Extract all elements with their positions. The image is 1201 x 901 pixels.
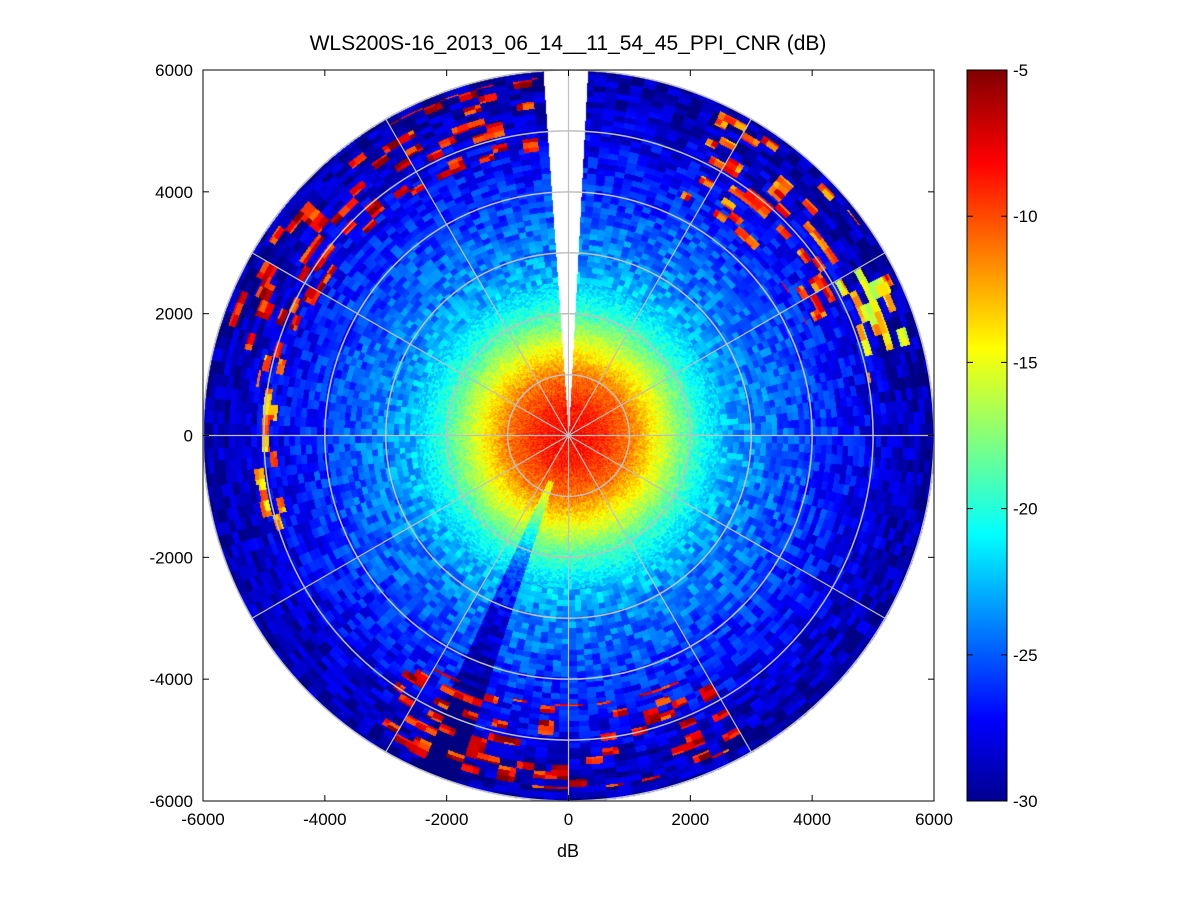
- azimuth-spoke: [567, 118, 752, 436]
- y-tick-label: 6000: [155, 61, 193, 80]
- colorbar-tick-label: -25: [1013, 646, 1038, 665]
- colorbar-tick-label: -10: [1013, 207, 1038, 226]
- x-axis: -6000 -4000 -2000 0 2000 4000 6000: [181, 70, 953, 829]
- y-axis: 6000 4000 2000 0 -2000 -4000 -6000: [150, 61, 934, 811]
- chart-title: WLS200S-16_2013_06_14__11_54_45_PPI_CNR …: [310, 32, 827, 55]
- azimuth-spoke: [251, 252, 569, 437]
- x-tick-label: -6000: [181, 810, 224, 829]
- colorbar-gradient: [966, 69, 1008, 802]
- azimuth-spoke: [567, 435, 752, 753]
- colorbar-tick-label: -30: [1013, 792, 1038, 811]
- y-tick-label: 0: [184, 427, 193, 446]
- x-tick-label: -2000: [425, 810, 468, 829]
- azimuth-spoke: [251, 434, 569, 619]
- y-tick-label: 4000: [155, 183, 193, 202]
- y-tick-label: -2000: [150, 548, 193, 567]
- polar-grid: [203, 70, 934, 801]
- y-tick-label: -6000: [150, 792, 193, 811]
- azimuth-spoke: [385, 118, 570, 436]
- azimuth-spoke: [385, 435, 570, 753]
- y-tick-label: -4000: [150, 670, 193, 689]
- x-tick-label: 4000: [793, 810, 831, 829]
- azimuth-spoke: [568, 252, 886, 437]
- colorbar-tick-label: -15: [1013, 353, 1038, 372]
- plot-area: -6000 -4000 -2000 0 2000 4000 6000 6000 4000 200…: [150, 61, 953, 861]
- colorbar-tick-label: -5: [1013, 61, 1028, 80]
- x-axis-label: dB: [557, 841, 579, 861]
- colorbar-ticks: -5 -10 -15 -20 -25 -30: [967, 61, 1038, 811]
- colorbar: -5 -10 -15 -20 -25 -30: [966, 61, 1038, 811]
- x-tick-label: 0: [564, 810, 573, 829]
- colorbar-tick-label: -20: [1013, 500, 1038, 519]
- azimuth-spoke: [568, 434, 886, 619]
- y-tick-label: 2000: [155, 305, 193, 324]
- x-tick-label: 6000: [915, 810, 953, 829]
- x-tick-label: -4000: [303, 810, 346, 829]
- x-tick-label: 2000: [671, 810, 709, 829]
